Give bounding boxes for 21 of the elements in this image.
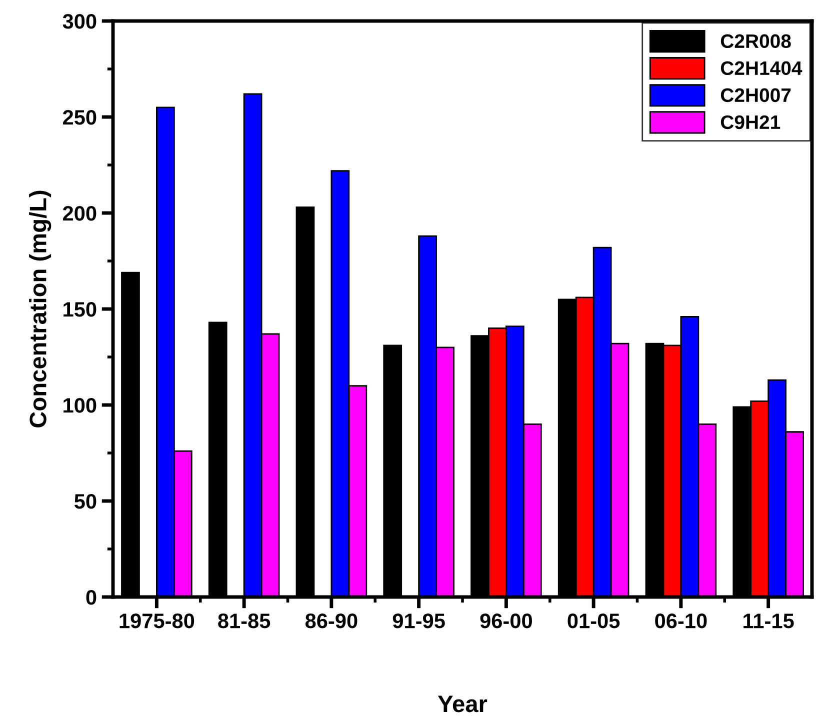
x-tick-label: 1975-80 (120, 614, 194, 628)
x-tick-label: 91-95 (392, 614, 445, 628)
y-tick-label: 50 (74, 494, 96, 509)
x-tick-label: 86-90 (305, 614, 358, 628)
legend-label: C2R008 (720, 34, 791, 48)
y-tick-label: 100 (64, 398, 96, 413)
x-tick-label: 96-00 (480, 614, 532, 628)
y-axis-title: Concentration (mg/L) (29, 190, 52, 428)
x-axis-title: Year (438, 696, 488, 712)
y-tick-label: 200 (62, 206, 96, 221)
y-tick-label: 250 (62, 110, 96, 125)
y-tick-label: 0 (86, 590, 96, 605)
x-tick-label: 06-10 (655, 614, 707, 628)
x-tick-label: 11-15 (744, 614, 794, 628)
legend-label: C2H007 (720, 88, 791, 102)
x-tick-label: 01-05 (568, 614, 620, 628)
legend-label: C9H21 (720, 115, 780, 130)
y-tick-label: 150 (64, 302, 96, 317)
y-tick-label: 300 (62, 14, 96, 29)
legend-label: C2H1404 (720, 61, 802, 76)
x-tick-label: 81-85 (218, 614, 270, 628)
